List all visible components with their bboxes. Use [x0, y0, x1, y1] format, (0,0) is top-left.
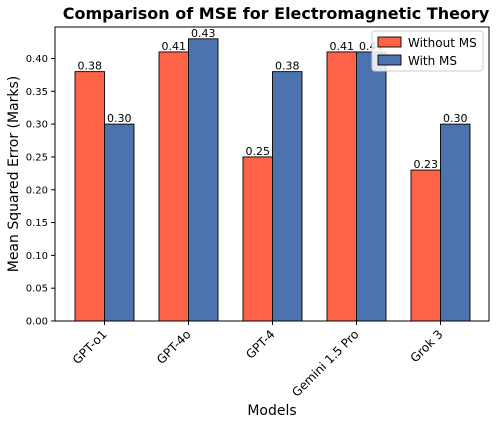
y-tick-label: 0.25	[26, 152, 48, 163]
plot-frame	[54, 26, 490, 322]
legend-label: Without MS	[408, 36, 477, 50]
data-label: 0.23	[414, 158, 439, 171]
y-tick-label: 0.35	[26, 87, 48, 98]
bar-with-ms	[104, 123, 135, 322]
x-tick-label: GPT-o1	[70, 327, 110, 367]
legend-swatch	[377, 54, 402, 66]
bar-without-ms	[326, 51, 357, 322]
x-tick-label: Grok 3	[408, 327, 446, 365]
plot-area: 0.00 0.05 0.10 0.15 0.20 0.25 0.30 0.35 0.40 0.38…	[26, 27, 471, 400]
data-label: 0.41	[162, 40, 187, 53]
x-tick-label: GPT-4	[243, 327, 277, 361]
chart-title: Comparison of MSE for Electromagnetic Th…	[63, 4, 490, 23]
x-axis-label: Models	[247, 403, 296, 419]
legend-swatch	[377, 36, 402, 48]
x-tick-label: GPT-4o	[154, 327, 194, 367]
y-tick-label: 0.00	[26, 317, 48, 328]
bar-with-ms	[272, 71, 303, 322]
bar-with-ms	[440, 123, 471, 322]
data-label: 0.30	[443, 112, 468, 125]
y-tick-label: 0.20	[26, 185, 48, 196]
y-tick-label: 0.40	[26, 54, 48, 65]
bar-with-ms	[356, 51, 387, 322]
bar-without-ms	[74, 71, 105, 322]
x-tick-label: Gemini 1.5 Pro	[289, 327, 361, 399]
legend: Without MS With MS	[371, 30, 484, 72]
y-tick-label: 0.30	[26, 120, 48, 131]
legend-label: With MS	[408, 54, 457, 68]
y-axis-label: Mean Squared Error (Marks)	[6, 76, 22, 273]
data-label: 0.30	[107, 112, 132, 125]
data-label: 0.41	[330, 40, 355, 53]
data-label: 0.38	[78, 60, 103, 73]
data-label: 0.43	[191, 27, 216, 40]
bar-without-ms	[242, 156, 273, 322]
data-label: 0.38	[275, 60, 300, 73]
bar-with-ms	[188, 38, 219, 322]
y-tick-label: 0.15	[26, 218, 48, 229]
bar-without-ms	[158, 51, 189, 322]
y-tick-label: 0.10	[26, 251, 48, 262]
y-tick-label: 0.05	[26, 284, 48, 295]
bar-without-ms	[410, 169, 441, 322]
data-label: 0.25	[246, 145, 271, 158]
